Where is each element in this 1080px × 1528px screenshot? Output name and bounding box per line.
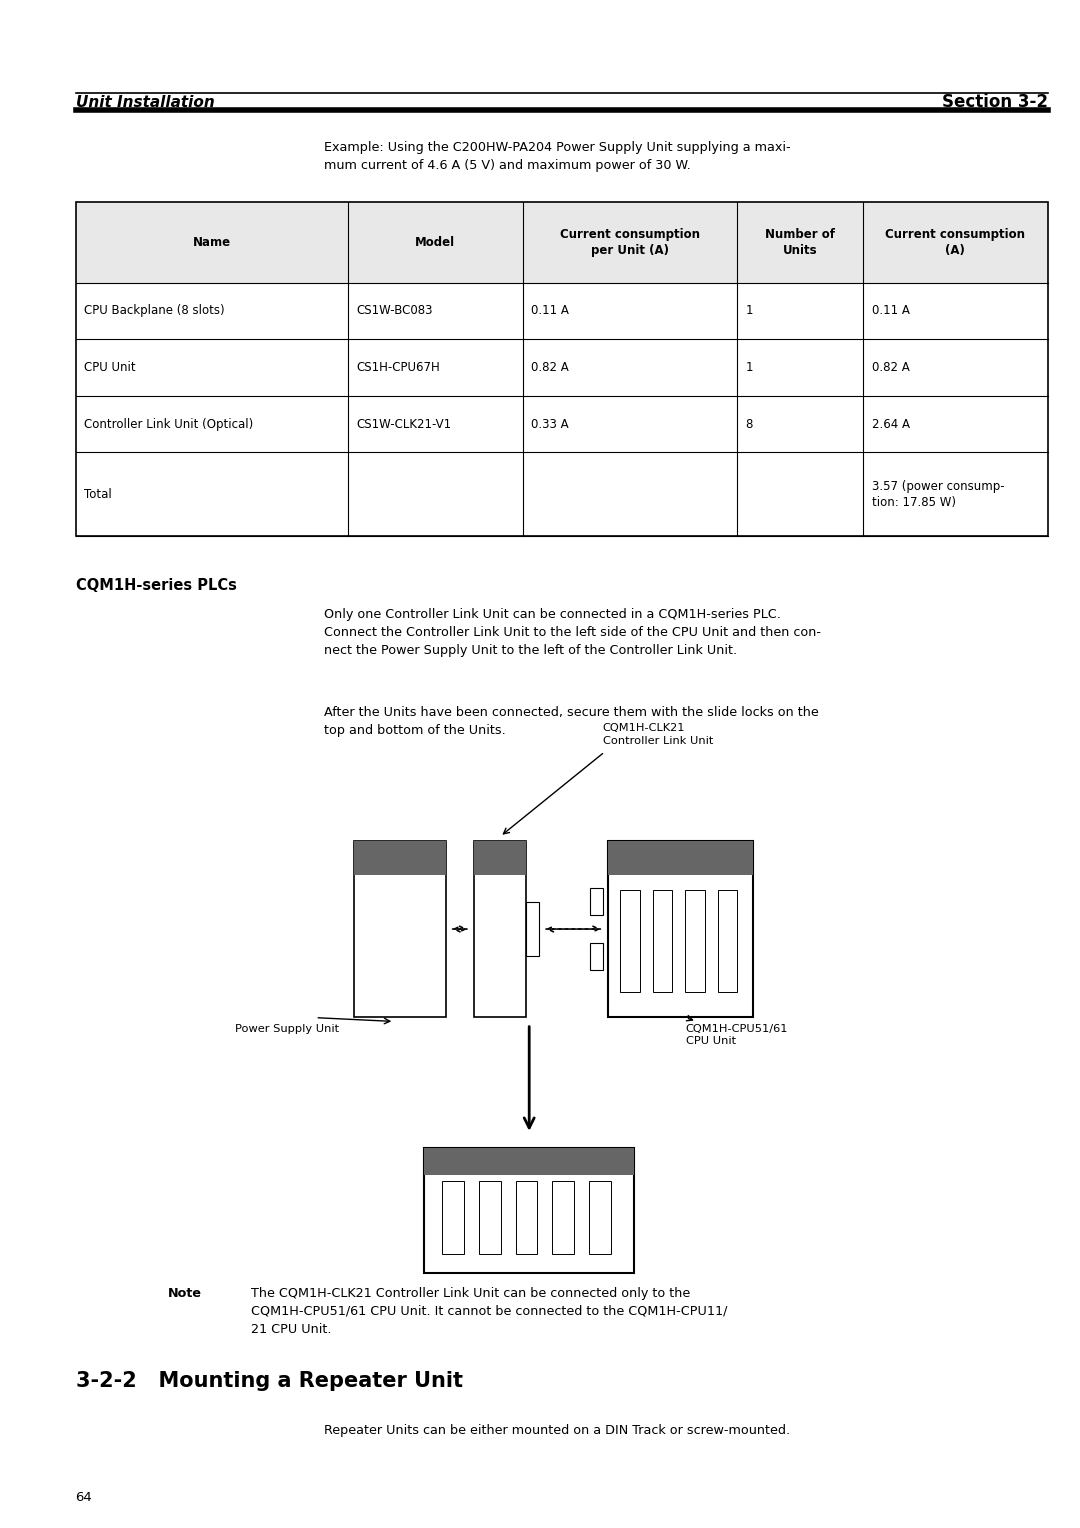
Text: Repeater Units can be either mounted on a DIN Track or screw-mounted.: Repeater Units can be either mounted on … [324,1424,791,1438]
Bar [474,840,526,1018]
Bar [76,202,1048,536]
Text: 64: 64 [76,1490,93,1504]
Text: Number of
Units: Number of Units [765,228,835,257]
Text: 8: 8 [745,417,753,431]
Bar [76,202,1048,283]
Text: Current consumption
per Unit (A): Current consumption per Unit (A) [559,228,700,257]
Text: Total: Total [84,487,112,501]
Bar [526,902,539,957]
Text: 0.11 A: 0.11 A [531,304,569,318]
Text: Section 3-2: Section 3-2 [942,93,1048,112]
Bar [474,840,526,874]
Text: The CQM1H-CLK21 Controller Link Unit can be connected only to the
CQM1H-CPU51/61: The CQM1H-CLK21 Controller Link Unit can… [251,1287,727,1335]
Bar [590,1181,611,1254]
Text: Controller Link Unit (Optical): Controller Link Unit (Optical) [84,417,254,431]
Text: Only one Controller Link Unit can be connected in a CQM1H-series PLC.
Connect th: Only one Controller Link Unit can be con… [324,608,821,657]
Text: 0.82 A: 0.82 A [872,361,909,374]
Text: After the Units have been connected, secure them with the slide locks on the
top: After the Units have been connected, sec… [324,706,819,736]
Bar [591,943,604,970]
Bar [620,889,640,993]
Text: CS1W-BC083: CS1W-BC083 [356,304,433,318]
Text: 3-2-2   Mounting a Repeater Unit: 3-2-2 Mounting a Repeater Unit [76,1371,462,1390]
Text: 3.57 (power consump-
tion: 17.85 W): 3.57 (power consump- tion: 17.85 W) [872,480,1004,509]
Text: Note: Note [167,1287,201,1300]
Text: CS1W-CLK21-V1: CS1W-CLK21-V1 [356,417,451,431]
Text: Model: Model [415,235,456,249]
Bar [717,889,737,993]
Text: 0.11 A: 0.11 A [872,304,909,318]
Bar [443,1181,464,1254]
Text: CQM1H-CPU51/61
CPU Unit: CQM1H-CPU51/61 CPU Unit [686,1024,788,1047]
Text: 0.82 A: 0.82 A [531,361,569,374]
Bar [480,1181,501,1254]
Text: Unit Installation: Unit Installation [76,95,214,110]
Bar [516,1181,538,1254]
Bar [354,840,446,874]
Bar [607,840,754,1018]
Text: 1: 1 [745,304,753,318]
Bar [686,889,705,993]
Text: 2.64 A: 2.64 A [872,417,909,431]
Bar [591,888,604,915]
Text: CQM1H-series PLCs: CQM1H-series PLCs [76,578,237,593]
Bar [423,1148,634,1175]
Text: CQM1H-CLK21
Controller Link Unit: CQM1H-CLK21 Controller Link Unit [603,723,713,746]
Bar [652,889,672,993]
Text: Current consumption
(A): Current consumption (A) [886,228,1025,257]
Text: Power Supply Unit: Power Supply Unit [235,1024,339,1034]
Bar [552,1181,575,1254]
Text: CS1H-CPU67H: CS1H-CPU67H [356,361,441,374]
Bar [423,1148,634,1273]
Bar [607,840,754,874]
Text: 0.33 A: 0.33 A [531,417,569,431]
Bar [354,840,446,1018]
Text: CPU Unit: CPU Unit [84,361,136,374]
Text: Example: Using the C200HW-PA204 Power Supply Unit supplying a maxi-
mum current : Example: Using the C200HW-PA204 Power Su… [324,141,791,171]
Text: Name: Name [192,235,231,249]
Text: CPU Backplane (8 slots): CPU Backplane (8 slots) [84,304,225,318]
Text: 1: 1 [745,361,753,374]
